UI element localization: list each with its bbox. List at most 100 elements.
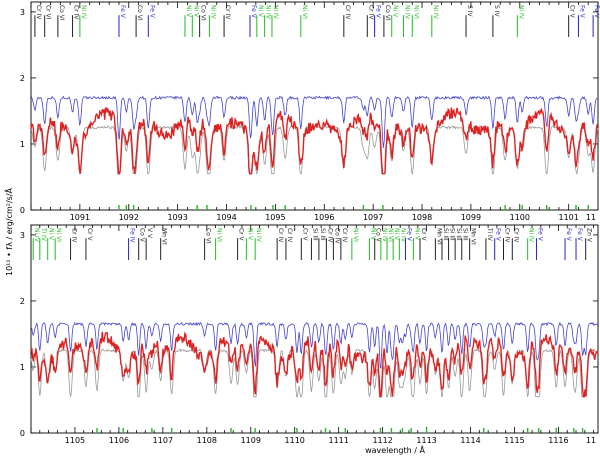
- x-tick-label: 1097: [363, 213, 383, 222]
- ion-label: Fe V: [576, 228, 583, 242]
- ion-label: Ni V: [246, 228, 253, 241]
- y-tick-label: 0: [20, 206, 25, 215]
- ion-label: Ni IV: [209, 5, 216, 20]
- x-tick-label: 1115: [504, 436, 524, 445]
- ion-label: Ni IV: [399, 228, 406, 243]
- ion-label: Mn VI: [161, 228, 168, 245]
- ion-label: Co V: [139, 228, 146, 243]
- ion-label: Co VI: [205, 228, 212, 244]
- ion-label: Cr IV: [277, 228, 284, 243]
- plot-frame: [30, 1, 599, 211]
- ion-label: Ni V: [192, 5, 199, 18]
- ion-label: Cr V: [569, 5, 576, 19]
- ion-label: Mn VI: [470, 228, 477, 245]
- x-tick-label: 1108: [197, 436, 217, 445]
- ion-label: Fe V: [536, 228, 543, 242]
- x-tick-label: 1113: [416, 436, 436, 445]
- x-tick-label: 1098: [412, 213, 432, 222]
- y-tick-label: 1: [20, 140, 25, 149]
- ion-label: Ni VI: [412, 5, 419, 19]
- ion-label: Cr IV: [341, 228, 348, 243]
- x-tick-label: 11: [586, 213, 596, 222]
- ion-label: Ni IV: [265, 5, 272, 20]
- ion-label: Fe V: [405, 228, 412, 242]
- ion-label: Fe V: [578, 5, 585, 19]
- ion-label: Si III: [455, 228, 462, 241]
- ion-label: Fe V: [565, 228, 572, 242]
- x-tick-label: 1112: [372, 436, 392, 445]
- ion-label: Ti IV: [486, 227, 493, 242]
- y-tick-label: 0: [20, 429, 25, 438]
- ion-label: Ni IV: [432, 5, 439, 20]
- ion-label: Cr IV: [344, 5, 351, 20]
- y-axis-label: 10¹¹ • fλ / erg/cm²/s/Å: [3, 187, 14, 276]
- ion-label: S IV: [466, 5, 473, 17]
- ion-label: Cr IV: [504, 228, 511, 243]
- x-tick-label: 1105: [65, 436, 85, 445]
- ion-label: Ni VI: [55, 228, 62, 242]
- ion-label: Fe V: [495, 228, 502, 242]
- ion-label: Cr IV: [224, 5, 231, 20]
- ion-label: Cr IV: [367, 5, 374, 20]
- x-tick-label: 1116: [548, 436, 568, 445]
- y-tick-label: 3: [20, 231, 25, 240]
- ion-label: Cr V: [420, 228, 427, 242]
- ion-label: Cr IV: [35, 5, 42, 20]
- ion-label: Cr IV: [512, 228, 519, 243]
- spectrum-series-model-b: [30, 348, 599, 398]
- ion-label: Ni VI: [216, 228, 223, 242]
- ion-label: Zn V: [586, 228, 593, 243]
- x-tick-label: 1101: [558, 213, 578, 222]
- ion-label: Fe V: [250, 5, 257, 19]
- ion-label: Mn VI: [435, 228, 442, 245]
- ion-label: Ni V: [369, 228, 376, 241]
- ion-label: Cr IV: [286, 228, 293, 243]
- x-tick-label: 1109: [241, 436, 261, 445]
- ion-label: Ni V: [392, 5, 399, 18]
- ion-label: Cr VI: [45, 5, 52, 20]
- x-tick-label: 1107: [153, 436, 173, 445]
- ion-label: Si III: [449, 228, 456, 241]
- y-tick-label: 2: [20, 297, 25, 306]
- ion-label: Ti IV: [40, 227, 47, 242]
- ion-label: Ni VI: [387, 228, 394, 242]
- ion-label: Fe V: [148, 5, 155, 19]
- ion-label: Si III: [319, 228, 326, 241]
- ion-label: Cr IV: [71, 228, 78, 243]
- ion-label: Fe V: [593, 5, 600, 19]
- ion-label: Cr IV: [73, 5, 80, 20]
- x-tick-label: 11: [586, 436, 596, 445]
- ion-label: Ni V: [413, 228, 420, 241]
- spectrum-panel-top: 0 1 2 3 1091 1092 1093 1094 1095 1096 1097 1098 1099…: [20, 1, 600, 222]
- spectrum-series-observed: [30, 331, 599, 398]
- y-tick-label: 1: [20, 363, 25, 372]
- ion-label: Cr V: [238, 228, 245, 242]
- ion-label: Fe V: [375, 5, 382, 19]
- x-tick-label: 1110: [285, 436, 305, 445]
- ion-label: Si III: [311, 228, 318, 241]
- y-tick-label: 3: [20, 8, 25, 17]
- ion-label: Ni VI: [301, 5, 308, 19]
- ion-label: Co VI: [136, 5, 143, 21]
- spectrum-series-model-a: [30, 95, 599, 148]
- ion-label: Ni IV: [403, 5, 410, 20]
- ion-label: Ni VI: [352, 228, 359, 242]
- x-tick-label: 1092: [119, 213, 139, 222]
- ion-label: Cr V: [301, 228, 308, 242]
- ion-label: Si III: [442, 228, 449, 241]
- ion-label: Co VI: [200, 5, 207, 21]
- x-tick-label: 1095: [265, 213, 285, 222]
- ion-label: Co VI: [384, 5, 391, 21]
- x-axis-label: wavelength / Å: [365, 444, 425, 455]
- ion-label: Ni IV: [528, 228, 535, 243]
- ion-label: Cr IV: [326, 228, 333, 243]
- x-tick-label: 1100: [510, 213, 530, 222]
- ion-label: Ni IV: [517, 5, 524, 20]
- spectrum-panel-bottom: 0 1 2 3 1105 1106 1107 1108 1109 1110 1111 1112 1113…: [20, 224, 599, 445]
- y-tick-label: 2: [20, 74, 25, 83]
- x-tick-label: 1106: [109, 436, 129, 445]
- ion-label: Ni IV: [381, 228, 388, 243]
- ion-label: Fe V: [119, 5, 126, 19]
- ion-label: Co VI: [58, 5, 65, 21]
